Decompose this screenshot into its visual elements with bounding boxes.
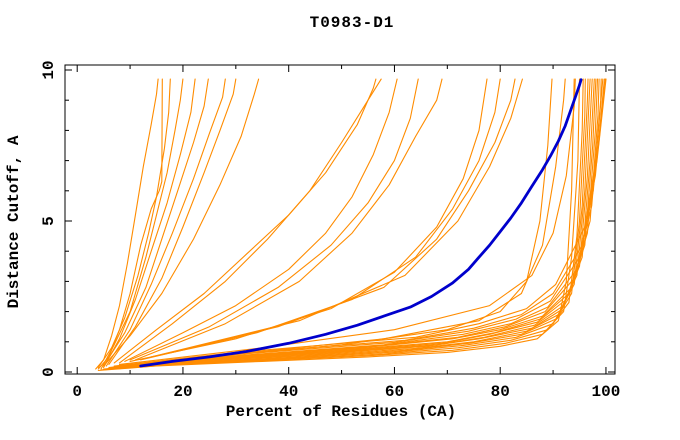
model-curve [129, 78, 419, 361]
model-curve [105, 78, 591, 370]
x-tick-label: 40 [279, 383, 298, 401]
model-curve [118, 78, 606, 366]
y-tick-label: 5 [40, 216, 58, 226]
x-tick-label: 0 [72, 383, 82, 401]
x-tick-label: 20 [173, 383, 192, 401]
model-curve [111, 78, 599, 369]
model-curve [103, 78, 209, 367]
model-curve [105, 78, 589, 370]
model-curve [113, 78, 566, 367]
model-curve [124, 78, 398, 362]
model-curve [140, 78, 501, 361]
chart-title: T0983-D1 [310, 14, 395, 32]
plot-area: 0 20 40 60 80 100 0 5 10 [40, 60, 620, 401]
model-curve [145, 78, 516, 359]
y-tick-label: 10 [40, 60, 58, 79]
plot-border [64, 64, 616, 375]
x-axis-label: Percent of Residues (CA) [226, 403, 456, 421]
model-curve [113, 78, 600, 369]
model-curve [103, 78, 196, 369]
model-curve [103, 78, 260, 367]
model-curve [113, 78, 377, 364]
model-curve [103, 78, 586, 370]
model-curve [150, 78, 523, 358]
model-curve [95, 78, 159, 370]
highlight-curve [139, 78, 583, 368]
x-tick-label: 80 [491, 383, 510, 401]
x-tick-label: 100 [592, 383, 621, 401]
model-curve [97, 78, 171, 369]
model-curve [108, 78, 237, 365]
model-curve [97, 78, 575, 372]
model-curve [100, 78, 184, 370]
model-curve [97, 78, 163, 370]
x-tick-label: 60 [385, 383, 404, 401]
model-curve [105, 78, 226, 367]
y-axis-label: Distance Cutoff, A [5, 135, 23, 308]
model-curve [129, 78, 488, 362]
model-curve [100, 78, 581, 371]
model-curve [116, 78, 607, 367]
model-curve [134, 78, 443, 361]
model-curve [108, 78, 593, 369]
model-curve [118, 78, 382, 364]
y-tick-label: 0 [40, 367, 58, 377]
model-curve [108, 78, 553, 369]
model-curve [118, 78, 576, 365]
model-curve [103, 78, 584, 371]
